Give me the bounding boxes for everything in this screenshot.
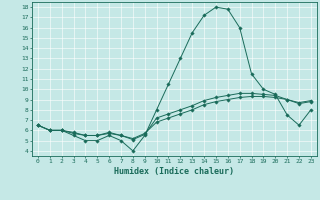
X-axis label: Humidex (Indice chaleur): Humidex (Indice chaleur) bbox=[115, 167, 234, 176]
